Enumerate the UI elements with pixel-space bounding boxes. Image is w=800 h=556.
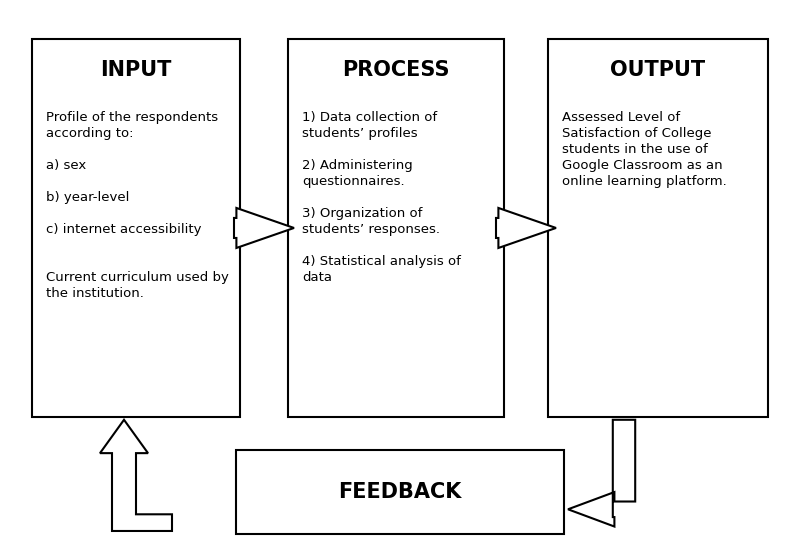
Text: FEEDBACK: FEEDBACK [338, 482, 462, 502]
Polygon shape [100, 420, 172, 531]
Text: 1) Data collection of
students’ profiles

2) Administering
questionnaires.

3) O: 1) Data collection of students’ profiles… [302, 111, 462, 284]
Text: Assessed Level of
Satisfaction of College
students in the use of
Google Classroo: Assessed Level of Satisfaction of Colleg… [562, 111, 727, 188]
Bar [236, 450, 564, 534]
Polygon shape [568, 420, 635, 527]
Bar [548, 39, 768, 417]
Polygon shape [234, 208, 294, 248]
Text: Profile of the respondents
according to:

a) sex

b) year-level

c) internet acc: Profile of the respondents according to:… [46, 111, 230, 300]
Text: PROCESS: PROCESS [342, 59, 450, 80]
Bar [288, 39, 504, 417]
Bar [32, 39, 240, 417]
Text: OUTPUT: OUTPUT [610, 59, 706, 80]
Polygon shape [496, 208, 556, 248]
Text: INPUT: INPUT [100, 59, 172, 80]
